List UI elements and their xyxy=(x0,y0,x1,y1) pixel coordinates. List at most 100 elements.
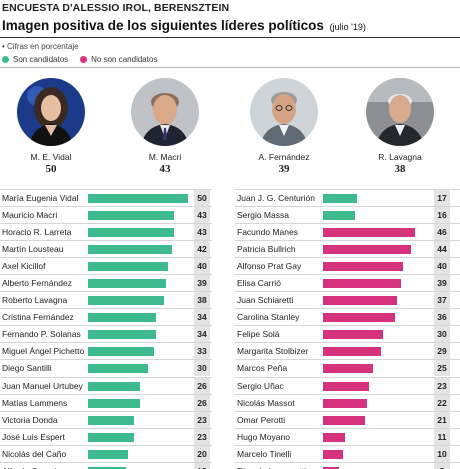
bar xyxy=(323,211,355,221)
bar-value: 23 xyxy=(194,411,210,428)
bar xyxy=(88,466,126,469)
bar-row: Patricia Bullrich 44 xyxy=(235,240,460,258)
bar-label: Miguel Ángel Pichetto xyxy=(2,346,85,357)
bar-row: Felipe Solá 30 xyxy=(235,325,460,343)
bar-value: 26 xyxy=(194,377,210,394)
header-rule xyxy=(0,37,460,38)
bar-row: María Eugenia Vidal 50 xyxy=(0,189,212,206)
bar-label: Nicolás del Caño xyxy=(2,448,67,459)
bar xyxy=(88,398,140,408)
bar xyxy=(323,262,403,272)
bar-value: 38 xyxy=(194,292,210,309)
bar-label: Sergio Uñac xyxy=(237,380,284,391)
bar-row: Juan Schiaretti 37 xyxy=(235,291,460,309)
legend-candidates: Son candidatos xyxy=(2,55,68,64)
bar-value: 23 xyxy=(434,377,450,394)
bar-value: 37 xyxy=(434,292,450,309)
bar-row: Victoria Donda 23 xyxy=(0,410,212,428)
bar-row: Elisa Carrió 39 xyxy=(235,274,460,292)
portrait-vidal-avatar xyxy=(17,78,85,146)
bar-label: Ricardo Lorenzetti xyxy=(237,466,306,469)
bar-row: Juan J. G. Centurión 17 xyxy=(235,189,460,206)
leader-value: 39 xyxy=(278,163,290,175)
bar-value: 10 xyxy=(434,445,450,462)
bar-label: Cristina Fernández xyxy=(2,312,74,323)
bar-label: Victoria Donda xyxy=(2,414,58,425)
bar-row: Alberto Fernández 39 xyxy=(0,274,212,292)
bar xyxy=(323,245,411,255)
bar xyxy=(323,330,383,340)
bar xyxy=(323,432,345,442)
bar-row: Marcelo Tinelli 10 xyxy=(235,444,460,462)
legend-dot-candidates xyxy=(2,56,9,63)
leader-value: 38 xyxy=(394,163,406,175)
bar-row: Juan Manuel Urtubey 26 xyxy=(0,376,212,394)
bar-row: Hugo Moyano 11 xyxy=(235,427,460,445)
bar-label: Martín Lousteau xyxy=(2,244,64,255)
bar-row: Miguel Ángel Pichetto 33 xyxy=(0,342,212,360)
bar-value: 22 xyxy=(434,394,450,411)
portrait-macri-avatar xyxy=(131,78,199,146)
legend: Son candidatos No son candidatos xyxy=(2,55,157,64)
bar xyxy=(88,347,154,357)
bar-row: Matías Lammens 26 xyxy=(0,393,212,411)
bar-label: Mauricio Macri xyxy=(2,210,58,221)
bar-value: 39 xyxy=(194,275,210,292)
bar xyxy=(323,381,369,391)
bar-label: Carolina Stanley xyxy=(237,312,300,323)
bar-value: 11 xyxy=(434,428,450,445)
bar-label: Marcos Peña xyxy=(237,363,288,374)
bar-value: 25 xyxy=(434,360,450,377)
legend-rule xyxy=(0,67,460,68)
bar-row: Facundo Manes 46 xyxy=(235,223,460,241)
title-text: Imagen positiva de los siguientes lídere… xyxy=(2,18,324,33)
bar-row: Fernando P. Solanas 34 xyxy=(0,325,212,343)
bar-label: Marcelo Tinelli xyxy=(237,448,292,459)
legend-candidates-label: Son candidatos xyxy=(13,55,69,64)
bar-value: 39 xyxy=(434,275,450,292)
bar-row: Axel Kicillof 40 xyxy=(0,257,212,275)
bar-label: Sergio Massa xyxy=(237,210,289,221)
bar xyxy=(88,364,148,374)
bar-row: Omar Perotti 21 xyxy=(235,410,460,428)
bar-label: María Eugenia Vidal xyxy=(2,193,79,203)
bar-value: 43 xyxy=(194,207,210,224)
legend-non-candidates-label: No son candidatos xyxy=(91,55,158,64)
bar xyxy=(323,449,343,459)
bar-label: Nicolás Massot xyxy=(237,397,295,408)
survey-source: ENCUESTA D'ALESSIO IROL, BERENSZTEIN xyxy=(2,2,230,14)
bar-value: 50 xyxy=(194,190,210,206)
title-date: (julio '19) xyxy=(329,22,366,32)
leader-vidal: M. E. Vidal 50 xyxy=(1,78,101,175)
leader-lavagna: R. Lavagna 38 xyxy=(350,78,450,175)
bar xyxy=(323,279,401,289)
bar-label: Patricia Bullrich xyxy=(237,244,296,255)
bar xyxy=(88,194,188,203)
bar-value: 17 xyxy=(434,190,450,206)
portrait-fernandez-avatar xyxy=(250,78,318,146)
bar-label: José Luis Espert xyxy=(2,431,65,442)
bar-value: 30 xyxy=(194,360,210,377)
page-title: Imagen positiva de los siguientes lídere… xyxy=(2,18,366,33)
bar xyxy=(88,415,134,425)
bar-value: 43 xyxy=(194,224,210,241)
bar-label: Elisa Carrió xyxy=(237,278,281,289)
bar-label: Juan J. G. Centurión xyxy=(237,193,315,203)
bar-value: 26 xyxy=(194,394,210,411)
bar-label: Juan Manuel Urtubey xyxy=(2,380,83,391)
bar-label: Omar Perotti xyxy=(237,414,286,425)
bar-value: 33 xyxy=(194,343,210,360)
bar-value: 46 xyxy=(434,224,450,241)
bar-row: Carolina Stanley 36 xyxy=(235,308,460,326)
bar-label: Juan Schiaretti xyxy=(237,295,294,306)
leader-value: 50 xyxy=(45,163,57,175)
portrait-lavagna-avatar xyxy=(366,78,434,146)
bar-row: Alfonso Prat Gay 40 xyxy=(235,257,460,275)
bar xyxy=(323,347,381,357)
bar-value: 23 xyxy=(194,428,210,445)
bar-row: Ricardo Lorenzetti 8 xyxy=(235,461,460,469)
bar-row: Alfredo Cornejo 19 xyxy=(0,461,212,469)
bar xyxy=(88,330,156,340)
units-note-text: Cifras en porcentaje xyxy=(7,42,79,51)
bar-label: Fernando P. Solanas xyxy=(2,329,81,340)
